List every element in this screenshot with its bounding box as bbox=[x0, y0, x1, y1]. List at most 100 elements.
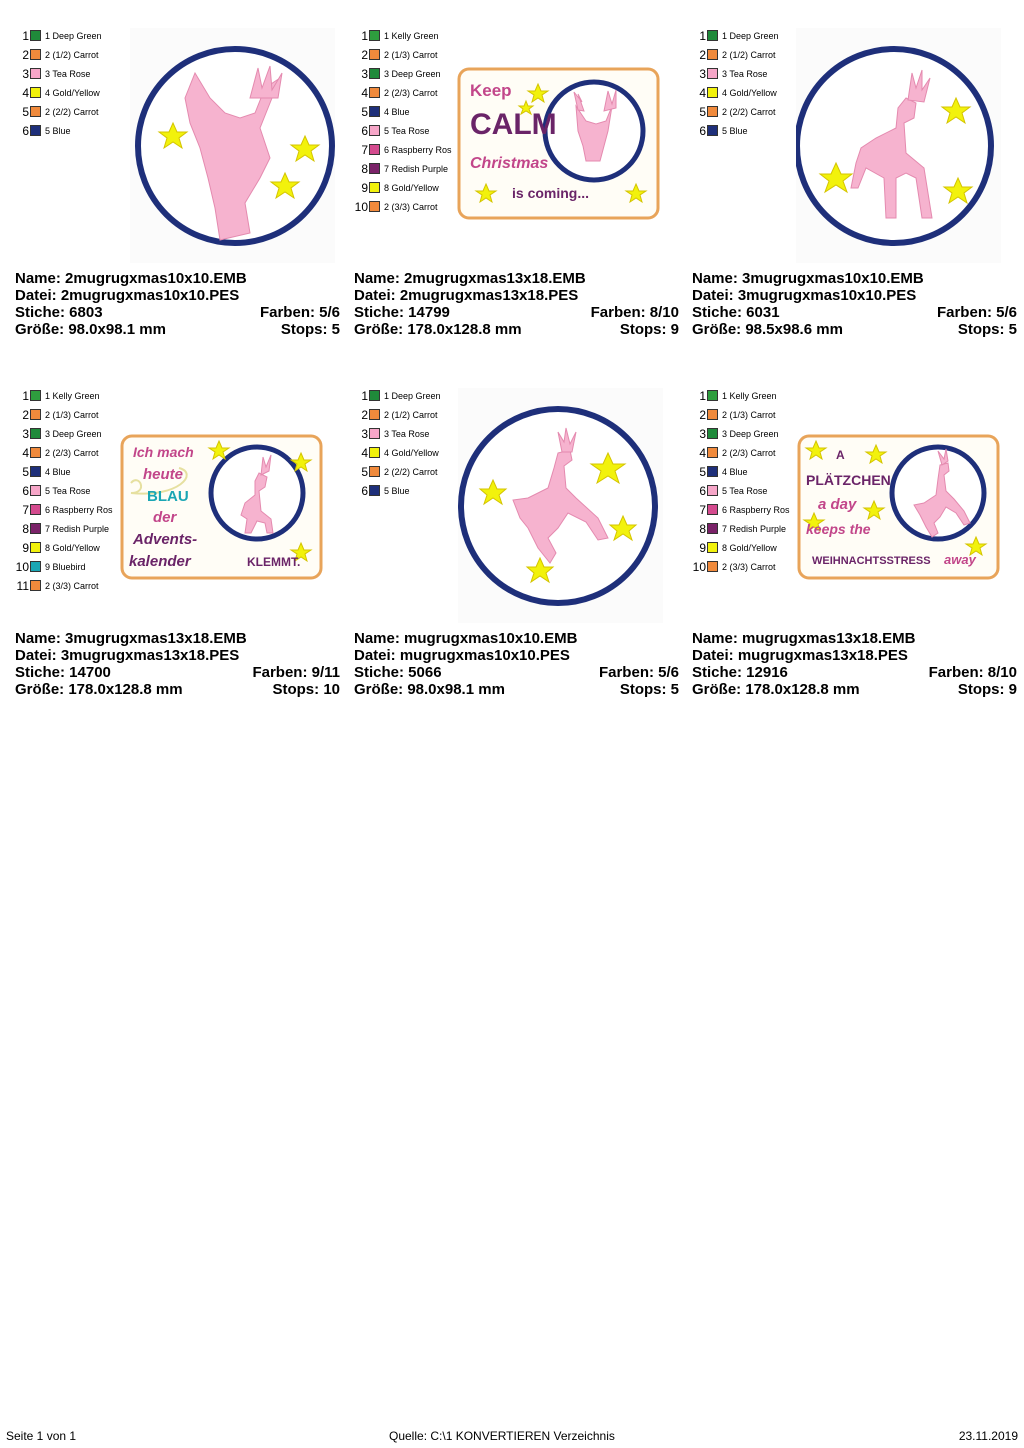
stitch-count: Stiche: 12916 bbox=[692, 664, 788, 681]
design-preview bbox=[130, 28, 335, 263]
color-swatch bbox=[30, 106, 41, 117]
stitch-count: Stiche: 5066 bbox=[354, 664, 442, 681]
color-swatch bbox=[30, 561, 41, 572]
design-info: Name: 2mugrugxmas13x18.EMB Datei: 2mugru… bbox=[354, 270, 679, 338]
design-card-2mugrugxmas13x18: 1 1 Kelly Green 2 2 (1/3) Carrot 3 3 Deep G… bbox=[354, 28, 679, 368]
color-name: 1 Deep Green bbox=[384, 391, 441, 401]
design-size: Größe: 178.0x128.8 mm bbox=[354, 321, 522, 338]
color-number: 10 bbox=[15, 560, 29, 574]
footer-source: Quelle: C:\1 KONVERTIEREN Verzeichnis bbox=[389, 1429, 615, 1443]
color-number: 3 bbox=[361, 67, 368, 81]
color-row: 4 4 Gold/Yellow bbox=[692, 85, 802, 102]
color-name: 2 (2/3) Carrot bbox=[384, 88, 438, 98]
color-swatch bbox=[30, 49, 41, 60]
design-info: Name: 2mugrugxmas10x10.EMB Datei: 2mugru… bbox=[15, 270, 340, 338]
color-row: 2 2 (1/2) Carrot bbox=[354, 407, 464, 424]
design-info: Name: 3mugrugxmas10x10.EMB Datei: 3mugru… bbox=[692, 270, 1017, 338]
color-number: 2 bbox=[361, 408, 368, 422]
color-number: 5 bbox=[361, 465, 368, 479]
art-text-line6: kalender bbox=[129, 553, 192, 570]
stitch-count: Stiche: 6803 bbox=[15, 304, 103, 321]
color-number: 6 bbox=[699, 124, 706, 138]
color-count: Farben: 5/6 bbox=[598, 664, 679, 681]
design-file: Datei: 3mugrugxmas13x18.PES bbox=[15, 647, 240, 664]
design-file: Datei: 2mugrugxmas13x18.PES bbox=[354, 287, 579, 304]
color-swatch bbox=[707, 466, 718, 477]
footer-date: 23.11.2019 bbox=[958, 1429, 1018, 1443]
star-icon bbox=[802, 439, 988, 557]
color-name: 2 (2/2) Carrot bbox=[384, 467, 438, 477]
color-name: 6 Raspberry Ros bbox=[722, 505, 790, 515]
color-row: 1 1 Kelly Green bbox=[692, 388, 802, 405]
color-name: 2 (1/2) Carrot bbox=[722, 50, 776, 60]
color-name: 2 (1/2) Carrot bbox=[384, 410, 438, 420]
art-text-line5: Advents- bbox=[132, 531, 197, 548]
color-number: 6 bbox=[699, 484, 706, 498]
color-name: 7 Redish Purple bbox=[45, 524, 110, 534]
color-name: 4 Blue bbox=[45, 467, 71, 477]
color-row: 7 6 Raspberry Ros bbox=[354, 142, 464, 159]
color-number: 1 bbox=[22, 389, 29, 403]
design-card-mugrugxmas10x10: 1 1 Deep Green 2 2 (1/2) Carrot 3 3 Tea Ros… bbox=[354, 388, 679, 728]
design-name: Name: 3mugrugxmas10x10.EMB bbox=[692, 270, 924, 287]
art-text-line3: a day bbox=[818, 496, 857, 513]
color-name: 2 (1/2) Carrot bbox=[45, 50, 99, 60]
stop-count: Stops: 9 bbox=[957, 681, 1017, 698]
color-number: 10 bbox=[354, 200, 368, 214]
color-row: 1 1 Deep Green bbox=[15, 28, 125, 45]
design-card-3mugrugxmas10x10: 1 1 Deep Green 2 2 (1/2) Carrot 3 3 Tea Ros… bbox=[692, 28, 1017, 368]
color-swatch bbox=[707, 49, 718, 60]
color-row: 10 2 (3/3) Carrot bbox=[354, 199, 464, 216]
color-name: 3 Deep Green bbox=[384, 69, 441, 79]
color-name: 5 Blue bbox=[384, 486, 410, 496]
color-swatch bbox=[369, 390, 380, 401]
color-swatch bbox=[30, 68, 41, 79]
design-name: Name: mugrugxmas13x18.EMB bbox=[692, 630, 916, 647]
design-file: Datei: 3mugrugxmas10x10.PES bbox=[692, 287, 917, 304]
color-row: 5 2 (2/2) Carrot bbox=[692, 104, 802, 121]
color-name: 5 Blue bbox=[45, 126, 71, 136]
color-number: 2 bbox=[22, 48, 29, 62]
color-row: 10 9 Bluebird bbox=[15, 559, 125, 576]
color-name: 2 (2/3) Carrot bbox=[45, 448, 99, 458]
color-row: 2 2 (1/2) Carrot bbox=[15, 47, 125, 64]
color-row: 4 2 (2/3) Carrot bbox=[15, 445, 125, 462]
art-text-line6: away bbox=[944, 552, 977, 567]
color-row: 3 3 Tea Rose bbox=[354, 426, 464, 443]
deer-head-icon bbox=[184, 65, 283, 241]
color-row: 4 4 Gold/Yellow bbox=[15, 85, 125, 102]
color-name: 6 Raspberry Ros bbox=[45, 505, 113, 515]
art-text-coming: is coming... bbox=[512, 185, 589, 201]
color-swatch bbox=[369, 106, 380, 117]
color-swatch bbox=[369, 409, 380, 420]
color-number: 9 bbox=[22, 541, 29, 555]
color-name: 1 Kelly Green bbox=[384, 31, 439, 41]
color-number: 9 bbox=[361, 181, 368, 195]
art-text-calm: CALM bbox=[470, 108, 557, 141]
color-name: 8 Gold/Yellow bbox=[384, 183, 439, 193]
design-preview: Keep CALM Christmas is coming... bbox=[457, 67, 660, 220]
color-name: 2 (3/3) Carrot bbox=[45, 581, 99, 591]
color-swatch bbox=[707, 504, 718, 515]
color-count: Farben: 9/11 bbox=[252, 664, 340, 681]
design-size: Größe: 178.0x128.8 mm bbox=[692, 681, 860, 698]
design-name: Name: 3mugrugxmas13x18.EMB bbox=[15, 630, 247, 647]
color-swatch bbox=[707, 87, 718, 98]
color-swatch bbox=[30, 409, 41, 420]
color-row: 3 3 Tea Rose bbox=[692, 66, 802, 83]
color-number: 3 bbox=[22, 67, 29, 81]
art-text-line2: PLÄTZCHEN bbox=[806, 472, 891, 488]
color-count: Farben: 5/6 bbox=[259, 304, 340, 321]
color-name: 1 Deep Green bbox=[722, 31, 779, 41]
color-row: 10 2 (3/3) Carrot bbox=[692, 559, 802, 576]
design-card-mugrugxmas13x18: 1 1 Kelly Green 2 2 (1/3) Carrot 3 3 Deep G… bbox=[692, 388, 1017, 728]
star-icon bbox=[474, 82, 648, 204]
color-row: 4 2 (2/3) Carrot bbox=[692, 445, 802, 462]
art-text-line7: KLEMMT. bbox=[247, 555, 300, 569]
color-row: 5 4 Blue bbox=[692, 464, 802, 481]
design-info: Name: mugrugxmas13x18.EMB Datei: mugrugx… bbox=[692, 630, 1017, 698]
color-swatch bbox=[369, 428, 380, 439]
art-text-line2: heute bbox=[143, 466, 183, 483]
design-name: Name: 2mugrugxmas10x10.EMB bbox=[15, 270, 247, 287]
color-number: 4 bbox=[22, 446, 29, 460]
